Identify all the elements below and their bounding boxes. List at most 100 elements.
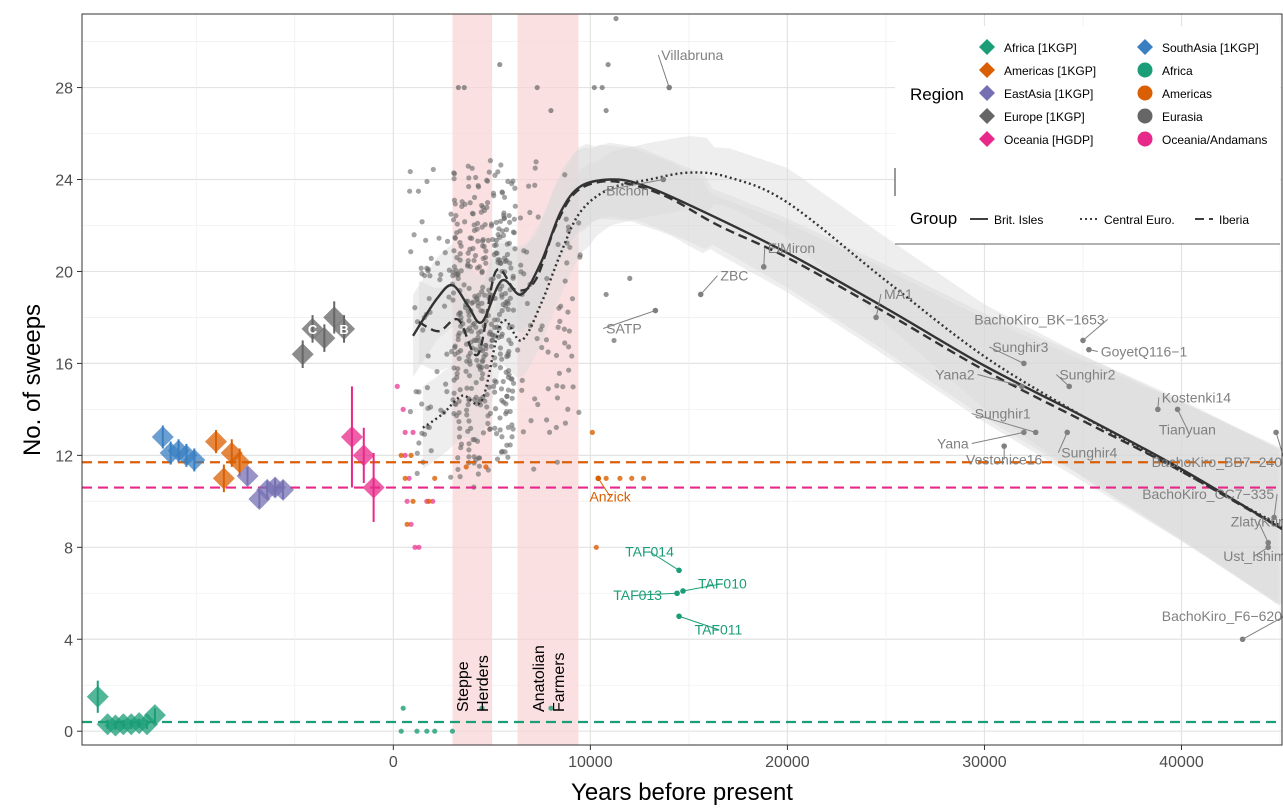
- label-leader: [603, 179, 664, 192]
- ancient-sample-point: [420, 327, 426, 333]
- y-tick-label: 8: [64, 540, 73, 557]
- ancient-sample-point: [510, 229, 516, 235]
- label-leader: [1242, 616, 1283, 640]
- ancient-sample-point: [480, 371, 486, 377]
- ancient-sample-point: [491, 242, 498, 248]
- grid: [82, 14, 1282, 745]
- ancient-sample-point: [476, 455, 482, 461]
- ancient-sample-point: [501, 194, 508, 200]
- x-tick-label: 30000: [962, 754, 1007, 771]
- ancient-sample-point: [465, 250, 471, 256]
- ancient-sample-point: [532, 396, 538, 402]
- legend-item-label: Central Euro.: [1104, 213, 1175, 227]
- ancient-sample-point: [455, 466, 461, 473]
- ancient-sample-point: [495, 169, 501, 175]
- y-tick-label: 20: [55, 264, 73, 281]
- ancient-sample-point: [416, 440, 422, 446]
- ancient-sample-point: [448, 211, 454, 217]
- ancient-sample-point: [457, 251, 463, 257]
- ancient-sample-point: [465, 163, 471, 169]
- ancient-sample-point: [452, 235, 458, 241]
- ancient-sample-point: [603, 475, 609, 481]
- ancient-sample-point: [466, 312, 472, 319]
- ancient-sample-point: [410, 498, 416, 504]
- ancient-sample-point: [509, 422, 515, 428]
- ancient-sample-point: [491, 383, 497, 389]
- ancient-sample-point: [562, 420, 569, 426]
- modern-population-point: [333, 317, 356, 340]
- ancient-sample-point: [497, 257, 503, 263]
- ancient-sample-point: [509, 434, 515, 440]
- ancient-sample-point: [404, 498, 410, 504]
- ancient-sample-point: [430, 166, 436, 173]
- ancient-sample-point: [408, 249, 414, 255]
- ancient-sample-point: [412, 305, 418, 311]
- ancient-sample-point: [760, 264, 767, 270]
- ancient-sample-point: [1273, 429, 1279, 436]
- ancient-sample-point: [457, 228, 463, 234]
- ancient-sample-point: [524, 300, 530, 307]
- ancient-sample-point: [455, 336, 461, 343]
- ancient-sample-point: [492, 425, 498, 431]
- ancient-sample-point: [465, 261, 471, 267]
- ancient-sample-point: [523, 249, 530, 255]
- ancient-sample-point: [455, 272, 461, 278]
- ancient-sample-point: [444, 238, 451, 244]
- ancient-sample-point: [418, 265, 424, 271]
- ancient-sample-point: [414, 728, 420, 734]
- ancient-sample-point: [487, 158, 494, 164]
- ancient-sample-point: [1021, 429, 1027, 436]
- smooth-confidence-band: [413, 142, 1281, 606]
- smooth-line-central-euro-: [422, 171, 1282, 528]
- ancient-sample-point: [484, 200, 491, 206]
- ancient-sample-point: [553, 424, 559, 431]
- ancient-sample-point: [511, 216, 517, 222]
- label-leader: [657, 54, 670, 88]
- ancient-sample-point: [480, 255, 486, 262]
- legend-diamond-marker: [979, 62, 995, 78]
- sample-label: BachoKiro_BB7−240: [1152, 454, 1283, 470]
- legend-item-label: Oceania [HGDP]: [1004, 133, 1093, 147]
- ancient-sample-point: [451, 248, 457, 254]
- sample-label: Yana: [937, 435, 969, 451]
- y-tick-label: 16: [55, 356, 73, 373]
- period-labels: Steppe Herders Anatolian Farmers: [455, 645, 568, 712]
- ancient-sample-point: [499, 190, 506, 196]
- ancient-sample-point: [483, 248, 489, 254]
- sample-label: Vestonice16: [966, 452, 1042, 468]
- modern-population-point: [362, 476, 385, 499]
- smooth-confidence-band: [422, 136, 1282, 605]
- ancient-sample-point: [497, 415, 503, 421]
- ancient-sample-point: [471, 257, 477, 264]
- ancient-sample-point: [482, 292, 488, 298]
- legend-background: [895, 26, 1280, 244]
- ancient-sample-point: [1265, 544, 1272, 551]
- ancient-sample-point: [496, 226, 502, 232]
- ancient-sample-point: [472, 252, 479, 259]
- ancient-sample-point: [398, 728, 404, 734]
- ancient-sample-point: [457, 474, 463, 480]
- ancient-sample-point: [443, 381, 449, 387]
- ancient-sample-point: [576, 409, 582, 415]
- ancient-sample-point: [504, 251, 511, 258]
- ancient-sample-point: [480, 243, 486, 249]
- y-tick-label: 24: [55, 173, 73, 190]
- ancient-sample-point: [479, 375, 485, 382]
- ancient-sample-point: [1080, 337, 1086, 344]
- sample-label: BachoKiro_BK−1653: [974, 311, 1105, 327]
- ancient-sample-point: [486, 169, 492, 175]
- ancient-sample-point: [455, 366, 461, 372]
- ancient-sample-point: [464, 385, 470, 391]
- ancient-sample-point: [554, 383, 560, 389]
- ancient-sample-point: [660, 176, 667, 183]
- ancient-sample-point: [543, 417, 550, 423]
- legend-item-label: Americas: [1162, 87, 1212, 101]
- ancient-sample-point: [402, 475, 408, 481]
- ancient-sample-point: [519, 387, 525, 393]
- ancient-sample-point: [464, 412, 470, 418]
- ancient-sample-point: [473, 379, 479, 386]
- ancient-sample-point: [466, 183, 472, 190]
- ancient-sample-point: [510, 380, 517, 386]
- labeled-ancient-samples: Villabruna Bichon ElMiron ZBC SATP MA1 BachoKi…: [589, 47, 1283, 643]
- ancient-sample-point: [488, 223, 495, 229]
